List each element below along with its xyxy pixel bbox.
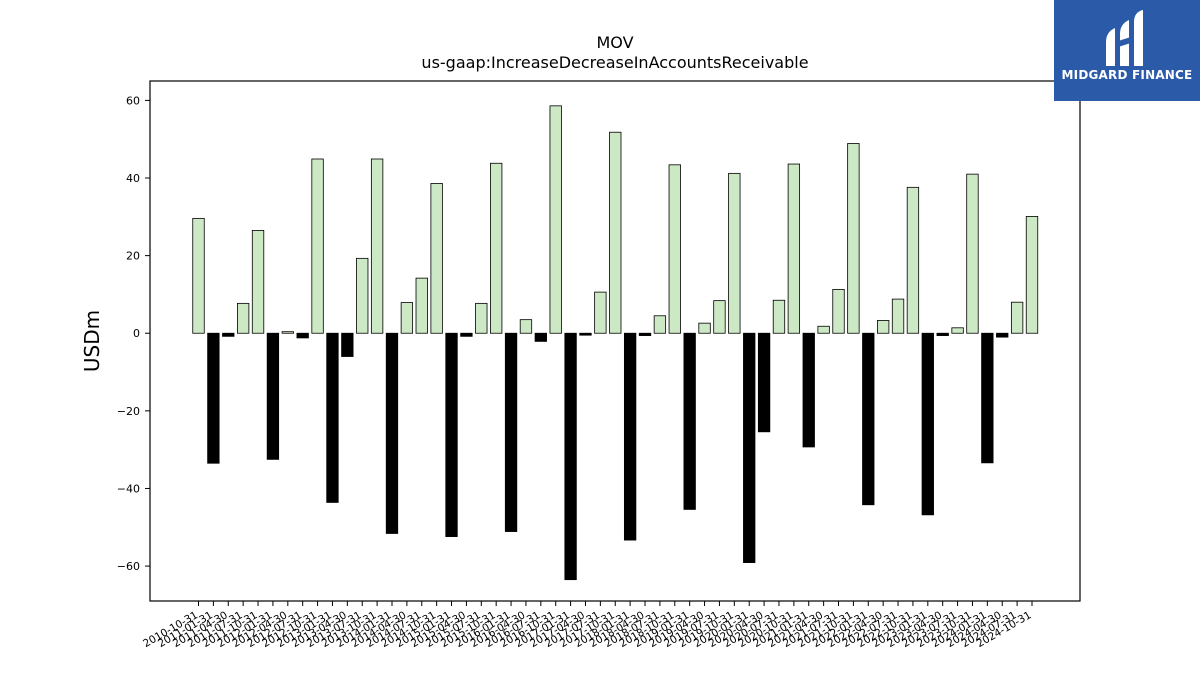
bar: [847, 143, 860, 334]
bar: [653, 315, 667, 334]
y-tick-label: −20: [117, 405, 140, 418]
bar: [802, 332, 815, 448]
bar: [817, 325, 830, 334]
plot-frame: [149, 80, 1081, 602]
bar: [772, 299, 786, 334]
y-tick-label: 60: [126, 94, 140, 107]
bar: [951, 327, 964, 334]
bar: [936, 332, 949, 336]
bar: [534, 332, 547, 342]
y-axis-label: USDm: [80, 310, 104, 372]
bar: [668, 164, 681, 334]
bar: [281, 331, 294, 334]
bar: [207, 332, 220, 464]
midgard-logo-icon: [1106, 10, 1143, 66]
bar: [787, 163, 801, 334]
bar: [683, 332, 696, 510]
bar: [981, 332, 994, 464]
bar: [356, 257, 369, 334]
y-tick-label: 0: [133, 327, 140, 340]
bar: [921, 332, 934, 516]
bar: [698, 322, 711, 334]
bar: [579, 332, 592, 336]
bar: [713, 300, 726, 334]
bar: [564, 332, 577, 581]
bar: [549, 105, 562, 334]
bar: [370, 158, 384, 334]
bar: [1010, 301, 1024, 334]
bar: [490, 162, 503, 334]
bar: [326, 332, 339, 503]
bar: [996, 332, 1009, 338]
bar: [192, 217, 205, 334]
y-tick-label: 20: [126, 250, 140, 263]
bar: [519, 319, 533, 334]
bar: [966, 173, 979, 334]
bar: [743, 332, 756, 563]
bar: [1025, 216, 1039, 334]
bar: [236, 302, 250, 334]
bar: [460, 332, 473, 337]
y-axis-ticks: −60 −40 −20 0 20 40 60: [117, 94, 150, 573]
y-tick-label: 40: [126, 172, 140, 185]
bar: [623, 332, 637, 541]
bar: [638, 332, 652, 336]
bar: [311, 158, 324, 334]
bar: [504, 332, 518, 532]
bar: [222, 332, 235, 337]
bar: [385, 332, 399, 534]
bar: [906, 186, 920, 334]
bars-group: [192, 105, 1039, 581]
bar: [296, 332, 309, 339]
bar: [251, 229, 265, 334]
x-axis-ticks: 2010-10-312011-01-312011-04-302011-07-31…: [141, 601, 1034, 650]
bar: [757, 332, 771, 433]
bar: [430, 183, 443, 334]
y-tick-label: −40: [117, 482, 140, 495]
bar: [475, 302, 488, 334]
bar: [832, 288, 845, 334]
bar: [862, 332, 875, 506]
bar: [877, 320, 890, 334]
bar: [445, 332, 458, 537]
bar: [341, 332, 354, 357]
chart-title: MOV: [596, 33, 633, 52]
bar: [415, 277, 428, 334]
y-tick-label: −60: [117, 560, 140, 573]
midgard-finance-logo: MIDGARD FINANCE: [1054, 0, 1200, 101]
chart-subtitle: us-gaap:IncreaseDecreaseInAccountsReceiv…: [421, 53, 808, 72]
bar: [891, 298, 905, 334]
bar: [728, 172, 741, 334]
bar: [594, 291, 607, 334]
bar: [609, 131, 622, 334]
bar: [266, 332, 280, 460]
bar: [400, 302, 414, 334]
brand-name: MIDGARD FINANCE: [1061, 68, 1193, 82]
